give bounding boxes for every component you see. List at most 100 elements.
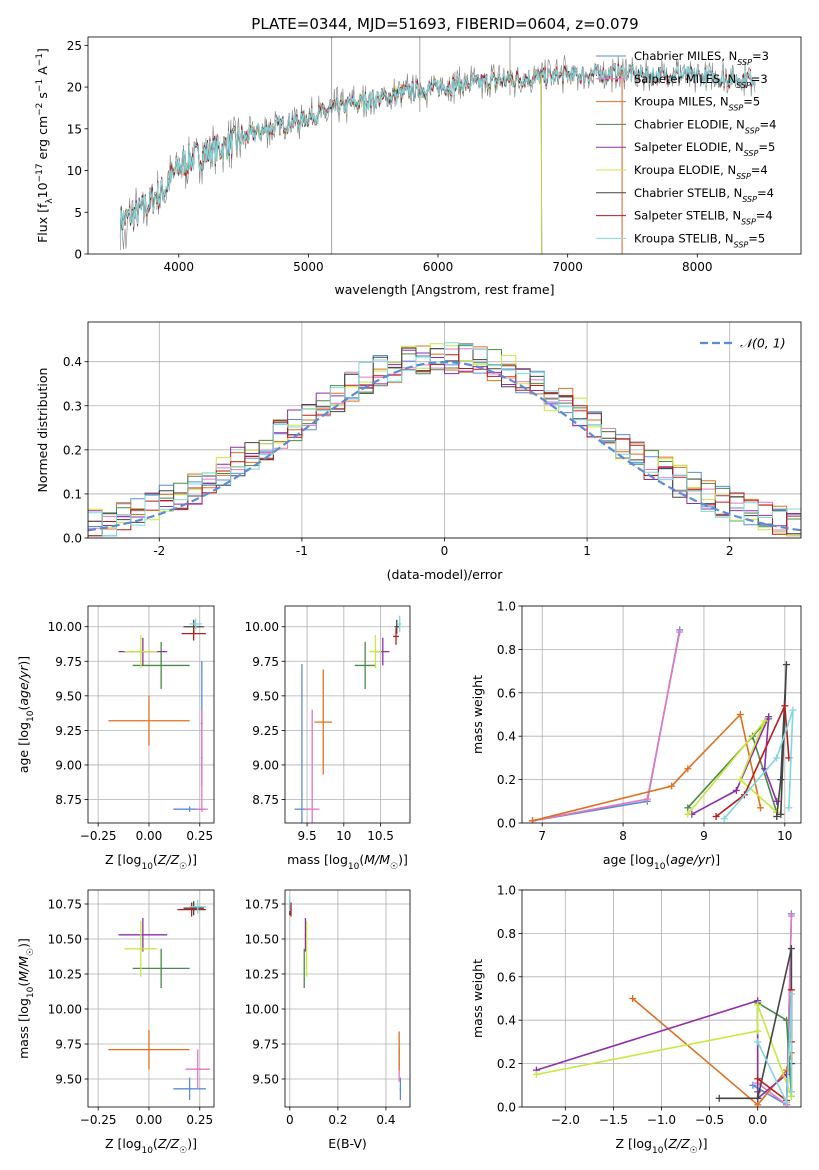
errorbar-point <box>108 1030 190 1070</box>
axes-frame <box>521 889 802 1108</box>
errorbar-point <box>177 902 206 917</box>
axes-frame <box>284 605 411 824</box>
y-tick-label: 8.75 <box>252 793 279 807</box>
y-axis-label: age [log10(age/yr)] <box>16 656 36 773</box>
figure-title: PLATE=0344, MJD=51693, FIBERID=0604, z=0… <box>251 15 638 33</box>
plot-area-weight_vs_Z <box>532 910 795 1107</box>
x-tick-label: 0 <box>441 544 449 558</box>
panel-mass_vs_Z: −0.25 0.00 0.25 9.50 9.75 10.00 10.25 10.50 10.7… <box>16 889 215 1156</box>
x-tick-label: 7000 <box>552 260 583 274</box>
y-tick-label: 20 <box>67 81 82 95</box>
errorbar-point <box>394 619 399 634</box>
x-axis-label: Z [log10(Z/Z☉)] <box>105 852 197 872</box>
legend-label: Salpeter MILES, NSSP=3 <box>634 72 768 90</box>
errorbar-point <box>304 709 320 823</box>
x-tick-label: 7 <box>538 829 546 843</box>
errorbar-point <box>124 635 158 669</box>
errorbar-point <box>369 635 382 669</box>
legend-label: Chabrier MILES, NSSP=3 <box>634 49 769 67</box>
errorbar-point <box>303 948 305 988</box>
x-tick-label: -2 <box>153 544 165 558</box>
x-tick-label: -1 <box>296 544 308 558</box>
y-tick-label: 0.0 <box>63 532 82 546</box>
y-tick-label: 0 <box>74 248 82 262</box>
normal-curve <box>88 360 801 532</box>
axes-frame <box>87 36 802 255</box>
plot-area-residuals <box>88 342 801 538</box>
y-axis-label: Normed distribution <box>35 368 50 493</box>
weight-line <box>536 999 788 1100</box>
errorbar-point <box>393 628 399 645</box>
y-tick-label: 0.8 <box>497 927 516 941</box>
x-axis-label: mass [log10(M/M☉)] <box>287 852 408 872</box>
errorbar-point <box>185 1049 210 1089</box>
plot-area-mass_vs_EBV <box>289 897 402 1100</box>
y-tick-label: 1.0 <box>497 884 516 898</box>
x-axis-label: E(B-V) <box>328 1136 367 1151</box>
x-tick-label: 0.2 <box>328 1113 347 1127</box>
y-tick-label: 9.50 <box>55 689 82 703</box>
axes-frame <box>87 321 802 539</box>
y-axis-label: mass [log10(M/M☉)] <box>16 938 36 1059</box>
x-tick-label: −0.25 <box>80 1113 117 1127</box>
weight-series <box>720 706 797 823</box>
errorbar-point <box>124 920 158 977</box>
errorbar-point <box>305 920 308 977</box>
errorbar-point <box>289 897 291 911</box>
y-tick-label: 1.0 <box>497 600 516 614</box>
y-tick-label: 9.75 <box>55 1038 82 1052</box>
y-tick-label: 9.50 <box>252 1073 279 1087</box>
y-tick-label: 0.2 <box>497 773 516 787</box>
axes-frame <box>87 889 215 1108</box>
x-tick-label: 9.5 <box>298 829 317 843</box>
x-tick-label: 0.25 <box>186 829 213 843</box>
legend-label: Chabrier ELODIE, NSSP=4 <box>634 117 776 135</box>
y-axis-label: mass weight <box>470 675 485 754</box>
y-tick-label: 10.00 <box>245 620 279 634</box>
weight-line <box>756 994 793 1104</box>
x-tick-label: 10 <box>336 829 351 843</box>
axes-frame <box>284 889 411 1108</box>
x-tick-label: −2.0 <box>551 1113 580 1127</box>
errorbar-point <box>398 1031 400 1071</box>
y-tick-label: 0.0 <box>497 817 516 831</box>
y-tick-label: 0.4 <box>497 730 516 744</box>
panel-weight_vs_Z: −2.0 −1.5 −1.0 −0.5 0.0 0.0 0.2 0.4 0.6 0.8 1.0 Z [… <box>470 884 802 1156</box>
y-tick-label: 10.00 <box>48 1003 82 1017</box>
weight-series <box>529 711 765 823</box>
errorbar-point <box>189 618 202 630</box>
panel-spectrum: 4000 5000 6000 7000 8000 0 5 10 15 20 25 wavelength… <box>35 36 802 297</box>
weight-line <box>687 718 778 813</box>
y-tick-label: 10.75 <box>48 898 82 912</box>
y-axis-label: Flux [fλ10−17 erg cm−2 s−1 A−1] <box>35 48 55 243</box>
plot-area-spectrum <box>119 37 756 254</box>
panel-residuals: -2 -1 0 1 2 0.0 0.1 0.2 0.3 0.4 (data-model)/error… <box>35 321 802 582</box>
x-tick-label: 8 <box>619 829 627 843</box>
legend-label: Salpeter STELIB, NSSP=4 <box>634 209 773 227</box>
x-tick-label: 10 <box>777 829 792 843</box>
x-tick-label: 4000 <box>163 260 194 274</box>
panel-age_vs_Z: −0.25 0.00 0.25 8.75 9.00 9.25 9.50 9.75 10.00 Z … <box>16 605 215 872</box>
y-tick-label: 25 <box>67 39 82 53</box>
y-tick-label: 0.2 <box>63 443 82 457</box>
x-axis-label: age [log10(age/yr)] <box>603 852 720 872</box>
y-tick-label: 9.50 <box>252 689 279 703</box>
y-tick-label: 10.75 <box>245 898 279 912</box>
y-tick-label: 0.3 <box>63 399 82 413</box>
axes-frame <box>87 605 215 824</box>
plot-area-age_vs_Z <box>108 618 208 812</box>
legend-label: Chabrier STELIB, NSSP=4 <box>634 186 774 204</box>
panel-weight_vs_age: 7 8 9 10 0.0 0.2 0.4 0.6 0.8 1.0 age [log10(age/yr… <box>470 600 802 872</box>
spectrum-legend: Chabrier MILES, NSSP=3 Salpeter MILES, NS… <box>596 49 776 249</box>
x-tick-label: 6000 <box>423 260 454 274</box>
x-tick-label: 0 <box>286 1113 294 1127</box>
weight-line <box>715 705 790 818</box>
y-tick-label: 10.50 <box>48 933 82 947</box>
x-tick-label: −0.25 <box>80 829 117 843</box>
x-axis-label: (data-model)/error <box>387 567 504 582</box>
x-tick-label: 0.25 <box>186 1113 213 1127</box>
errorbar-point <box>398 615 402 633</box>
plot-area-age_vs_mass <box>294 615 402 823</box>
errorbar-point <box>118 918 168 952</box>
